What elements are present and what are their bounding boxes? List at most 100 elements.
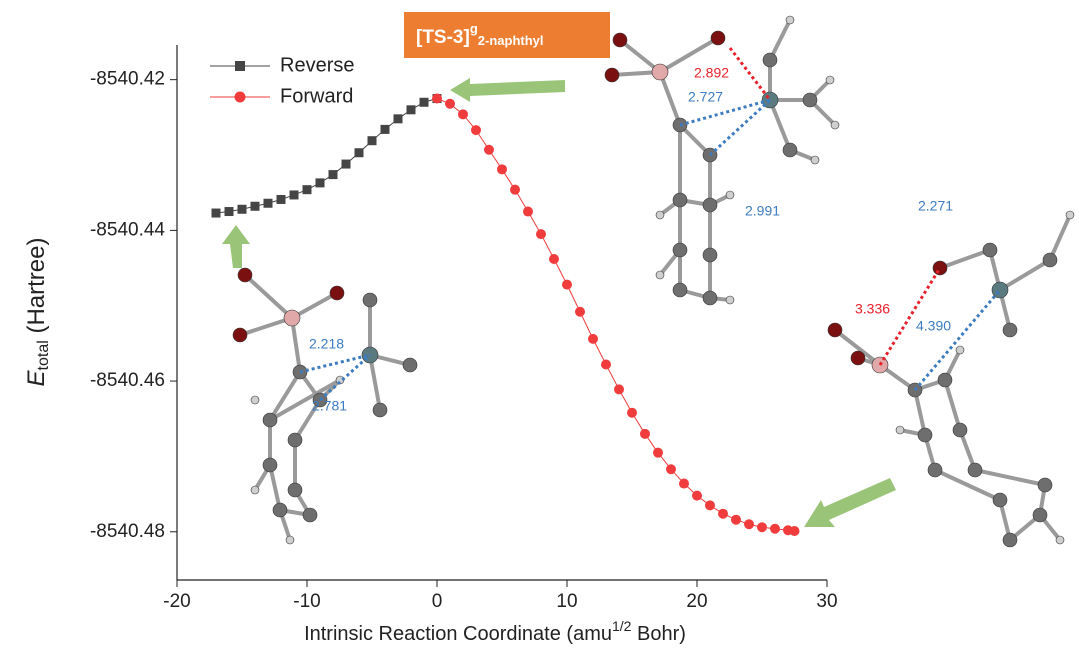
- point: [445, 99, 455, 109]
- atom: [1066, 211, 1074, 219]
- atom: [403, 358, 417, 372]
- atom: [851, 351, 865, 365]
- interaction-line: [300, 355, 370, 372]
- atom: [656, 271, 664, 279]
- point: [718, 509, 728, 519]
- atom: [673, 243, 687, 257]
- atom: [263, 413, 277, 427]
- atom: [703, 248, 717, 262]
- bond: [940, 250, 990, 268]
- bond: [370, 355, 380, 410]
- distance-label: 2.727: [688, 89, 723, 105]
- atom: [656, 211, 664, 219]
- atom: [1033, 508, 1047, 522]
- x-tick-label: -10: [293, 591, 320, 612]
- atom: [238, 268, 252, 282]
- point: [536, 229, 546, 239]
- y-tick-label: -8540.46: [90, 370, 165, 391]
- atom: [896, 426, 904, 434]
- atom: [1038, 478, 1052, 492]
- atom: [803, 93, 817, 107]
- atom: [288, 433, 302, 447]
- atom: [273, 503, 287, 517]
- distance-label: 4.390: [916, 318, 951, 334]
- atom: [251, 396, 259, 404]
- x-tick-label: -20: [163, 591, 190, 612]
- series-line: [216, 99, 437, 214]
- atom: [828, 323, 842, 337]
- point: [355, 148, 364, 157]
- point: [588, 334, 598, 344]
- point: [790, 526, 800, 536]
- atom: [968, 463, 982, 477]
- point: [549, 254, 559, 264]
- point: [523, 207, 533, 217]
- atom: [953, 423, 967, 437]
- point: [225, 207, 234, 216]
- y-label-unit: (Hartree): [23, 238, 50, 341]
- point: [471, 125, 481, 135]
- atom: [1056, 536, 1064, 544]
- point: [432, 94, 442, 104]
- point: [316, 178, 325, 187]
- atom: [783, 143, 797, 157]
- point: [368, 136, 377, 145]
- point: [562, 280, 572, 290]
- atom: [373, 403, 387, 417]
- bond: [1000, 260, 1050, 290]
- bond: [245, 275, 292, 318]
- atom: [918, 428, 932, 442]
- atom: [726, 191, 734, 199]
- atom: [826, 76, 834, 84]
- x-label-sup: 1/2: [612, 618, 632, 634]
- atom: [703, 198, 717, 212]
- x-axis-label: Intrinsic Reaction Coordinate (amu1/2 Bo…: [304, 618, 686, 646]
- distance-label: 2.892: [694, 65, 729, 81]
- atom: [303, 508, 317, 522]
- point: [510, 185, 520, 195]
- x-label-suffix: Bohr): [631, 623, 685, 645]
- point: [212, 209, 221, 218]
- legend-marker: [235, 61, 245, 71]
- point: [614, 384, 624, 394]
- distance-label: 2.991: [745, 203, 780, 219]
- atom: [1003, 533, 1017, 547]
- atom: [993, 493, 1007, 507]
- x-tick-label: 30: [816, 591, 837, 612]
- point: [731, 515, 741, 525]
- y-label-sub: total: [35, 340, 52, 370]
- atom: [983, 243, 997, 257]
- atom: [938, 373, 952, 387]
- distance-label: 3.336: [855, 301, 890, 317]
- point: [303, 185, 312, 194]
- ts-name: [TS-3]: [416, 27, 470, 48]
- atom: [288, 483, 302, 497]
- molecule-drawings: [233, 16, 1074, 547]
- point: [770, 524, 780, 534]
- point: [251, 202, 260, 211]
- point: [666, 464, 676, 474]
- bond: [945, 380, 960, 430]
- y-axis-label: Etotal (Hartree): [23, 238, 52, 387]
- atom: [786, 16, 794, 24]
- atom: [284, 310, 300, 326]
- atom: [956, 346, 964, 354]
- arrow: [222, 225, 250, 268]
- distance-label: 2.781: [312, 398, 347, 414]
- x-tick-label: 0: [432, 591, 443, 612]
- point: [484, 145, 494, 155]
- y-label-symbol: E: [23, 369, 50, 386]
- atom: [811, 156, 819, 164]
- point: [757, 522, 767, 532]
- x-tick-label: 20: [686, 591, 707, 612]
- atom: [233, 328, 247, 342]
- arrow: [804, 478, 896, 527]
- ts-sup: g: [470, 21, 478, 36]
- point: [420, 98, 429, 107]
- atom: [831, 121, 839, 129]
- chart: [TS-3]g2-naphthyl Intrinsic Reaction Coo…: [0, 0, 1079, 655]
- bond: [975, 470, 1045, 485]
- atom: [363, 293, 377, 307]
- x-tick-label: 10: [556, 591, 577, 612]
- atom: [251, 486, 259, 494]
